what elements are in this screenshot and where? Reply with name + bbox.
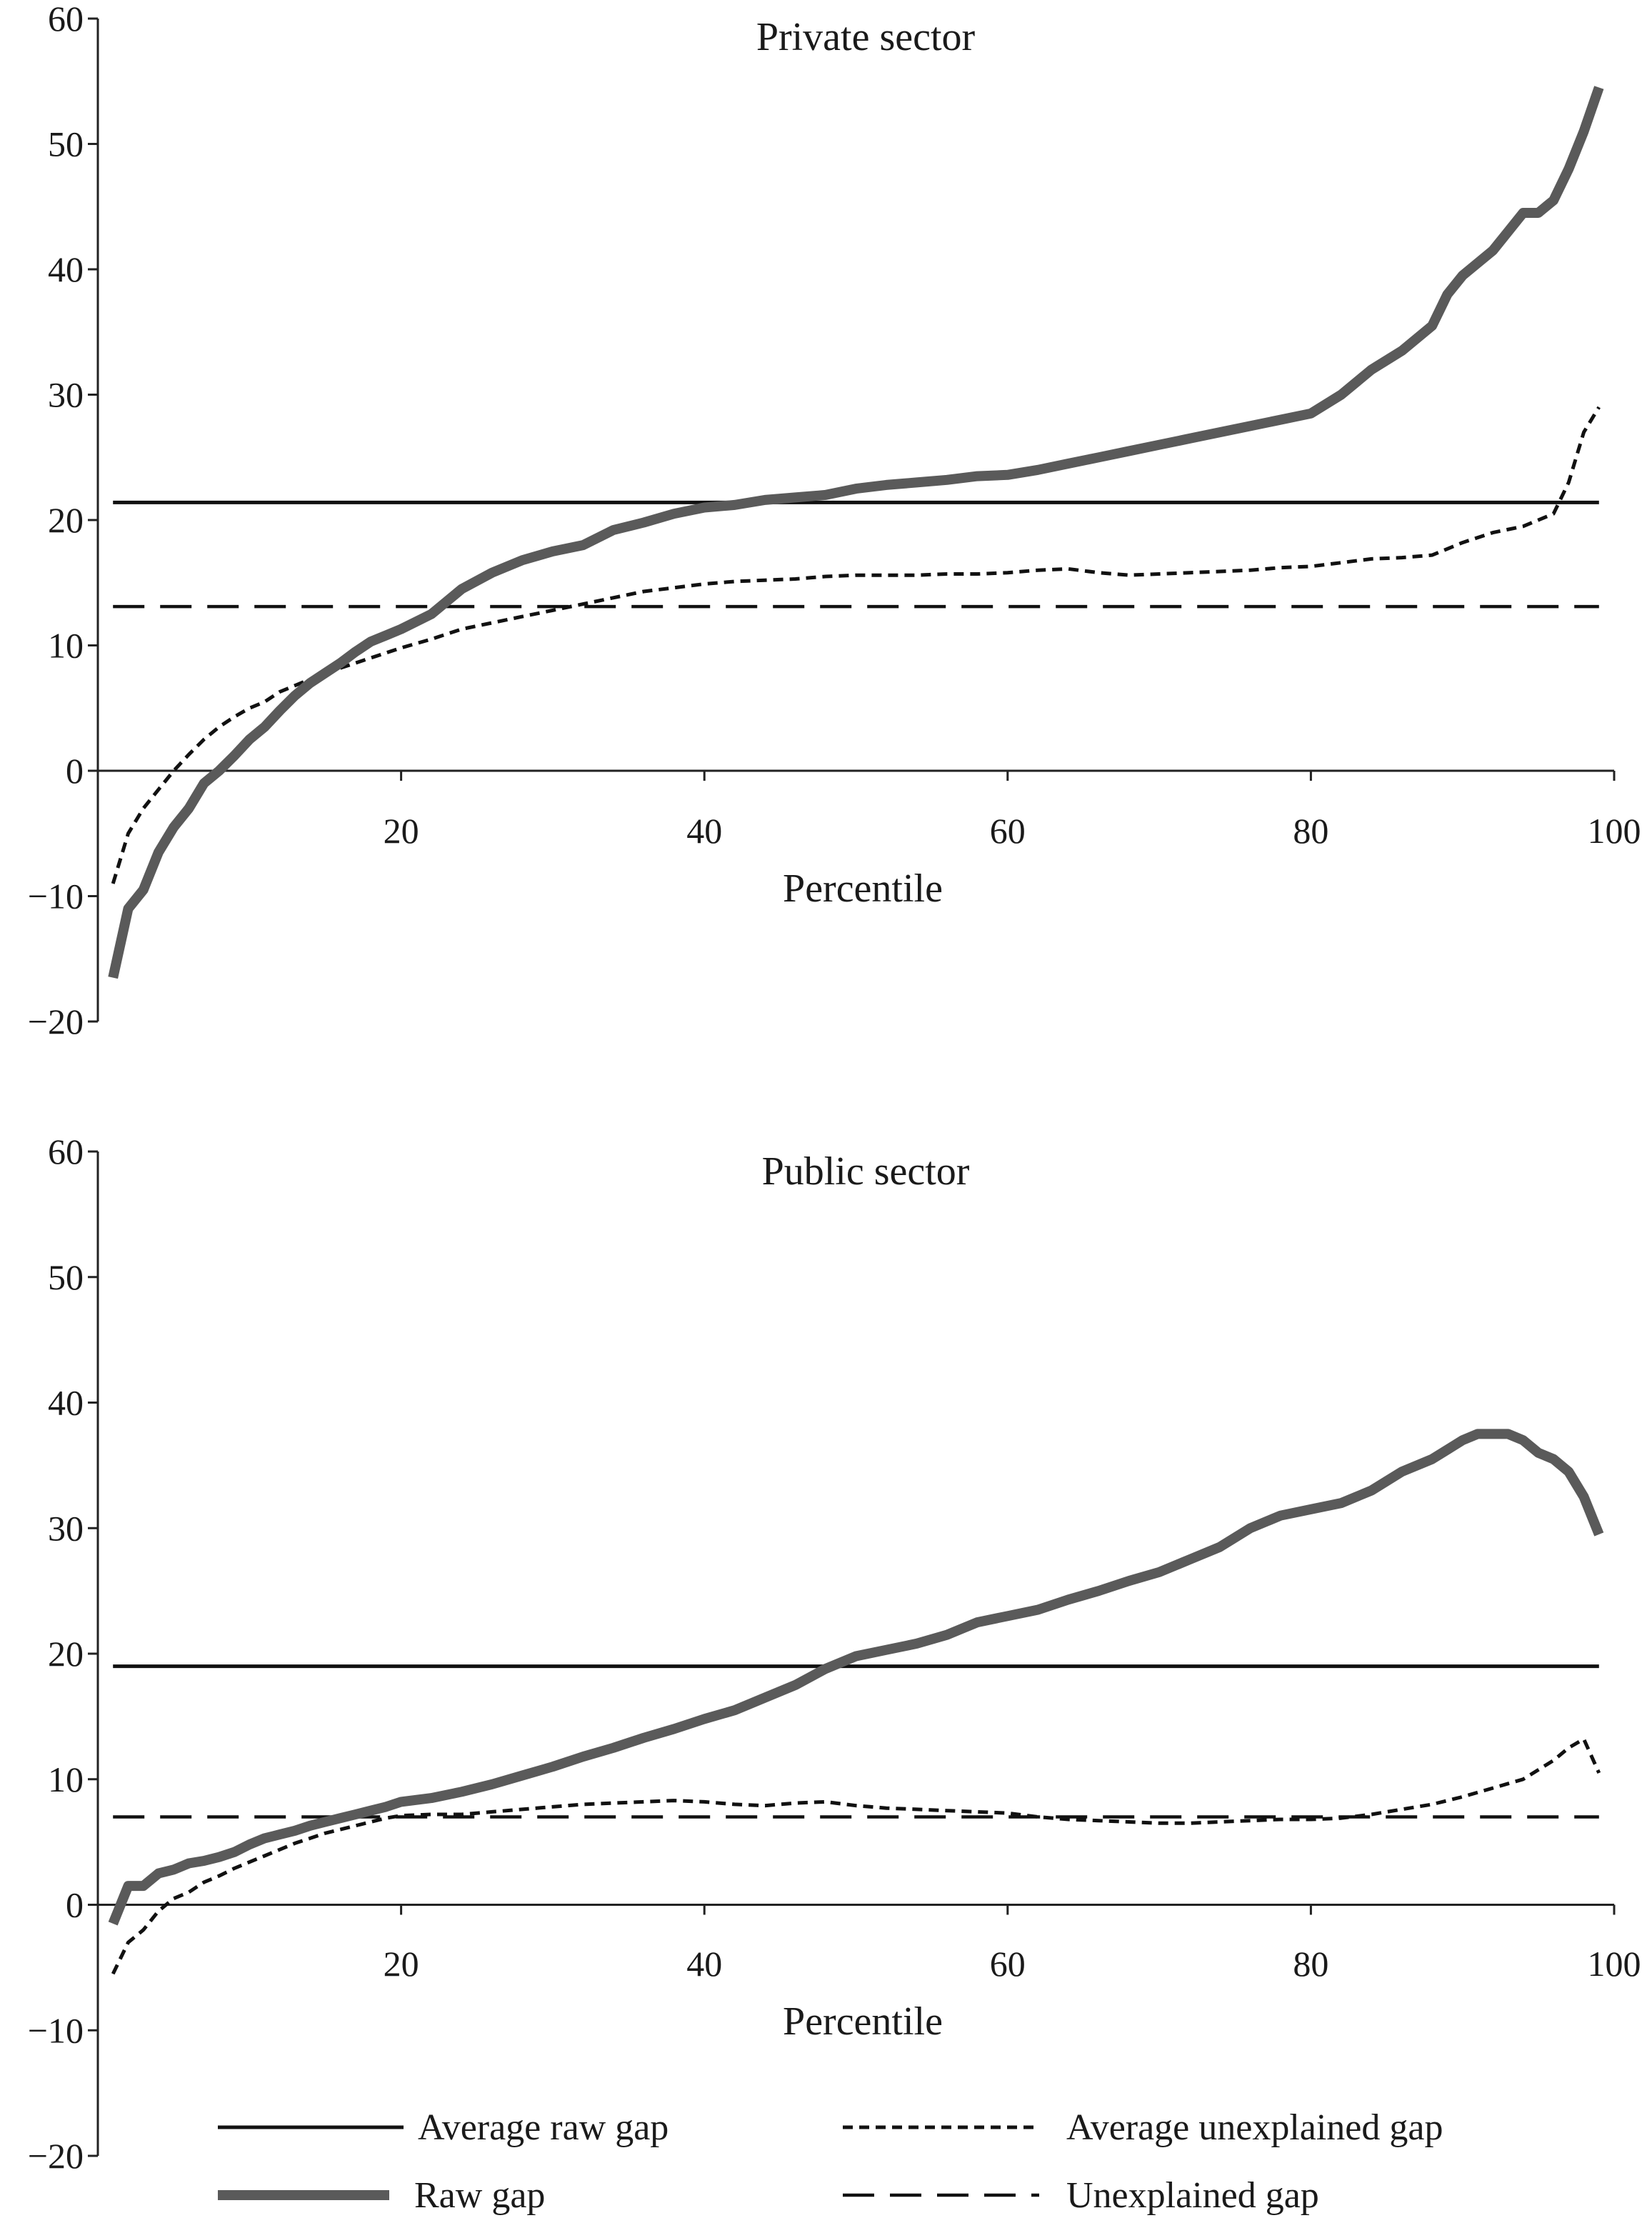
x-tick-label: 20	[384, 1944, 419, 1984]
legend-label-raw-gap: Raw gap	[414, 2175, 545, 2216]
x-tick-label: 60	[990, 1944, 1026, 1984]
series-line-raw-gap	[108, 1429, 1604, 1926]
y-tick-label: 20	[48, 1634, 84, 1674]
series-line-average-unexplained-gap	[111, 1737, 1601, 1975]
legend-label-unexplained-gap: Unexplained gap	[1066, 2175, 1319, 2216]
x-axis-title: Percentile	[783, 1999, 943, 2044]
panel-title: Public sector	[762, 1149, 970, 1194]
series-line-average-unexplained-gap	[111, 406, 1601, 884]
x-axis-title: Percentile	[783, 866, 943, 911]
y-tick-label: 60	[48, 1132, 84, 1172]
y-tick-label: 40	[48, 249, 84, 289]
panel-public-sector: −20 −10 0 10 20 30 40 50 60 20 40 60 80 100 Public sec…	[28, 1132, 1641, 2176]
x-tick-label: 20	[384, 811, 419, 851]
legend-label-average-unexplained-gap: Average unexplained gap	[1066, 2107, 1443, 2148]
y-tick-label: 20	[48, 500, 84, 540]
y-tick-label: 10	[48, 1759, 84, 1799]
y-tick-label: 30	[48, 375, 84, 415]
y-tick-label: 50	[48, 124, 84, 164]
y-tick-label: 60	[48, 0, 84, 39]
y-tick-label: 10	[48, 626, 84, 666]
x-tick-label: 80	[1293, 1944, 1328, 1984]
x-tick-label: 100	[1588, 811, 1641, 851]
y-tick-label: 30	[48, 1508, 84, 1548]
y-tick-label: 50	[48, 1257, 84, 1297]
x-tick-label: 100	[1588, 1944, 1641, 1984]
x-tick-label: 60	[990, 811, 1026, 851]
legend-label-average-raw-gap: Average raw gap	[418, 2107, 669, 2148]
y-tick-label: −20	[28, 1001, 84, 1041]
x-tick-label: 80	[1293, 811, 1328, 851]
panel-title: Private sector	[756, 15, 976, 59]
legend: Average raw gap Average unexplained gap Ra…	[218, 2107, 1443, 2216]
y-tick-label: 40	[48, 1383, 84, 1423]
x-tick-label: 40	[686, 1944, 722, 1984]
panel-private-sector: −20 −10 0 10 20 30 40 50 60 20 40 60 80 100 Private se…	[28, 0, 1641, 1041]
y-tick-label: −20	[28, 2136, 84, 2176]
y-tick-label: −10	[28, 876, 84, 916]
x-tick-label: 40	[686, 811, 722, 851]
y-tick-label: 0	[66, 751, 84, 791]
y-tick-label: 0	[66, 1885, 84, 1925]
series-line-raw-gap	[108, 86, 1604, 979]
y-tick-label: −10	[28, 2010, 84, 2050]
